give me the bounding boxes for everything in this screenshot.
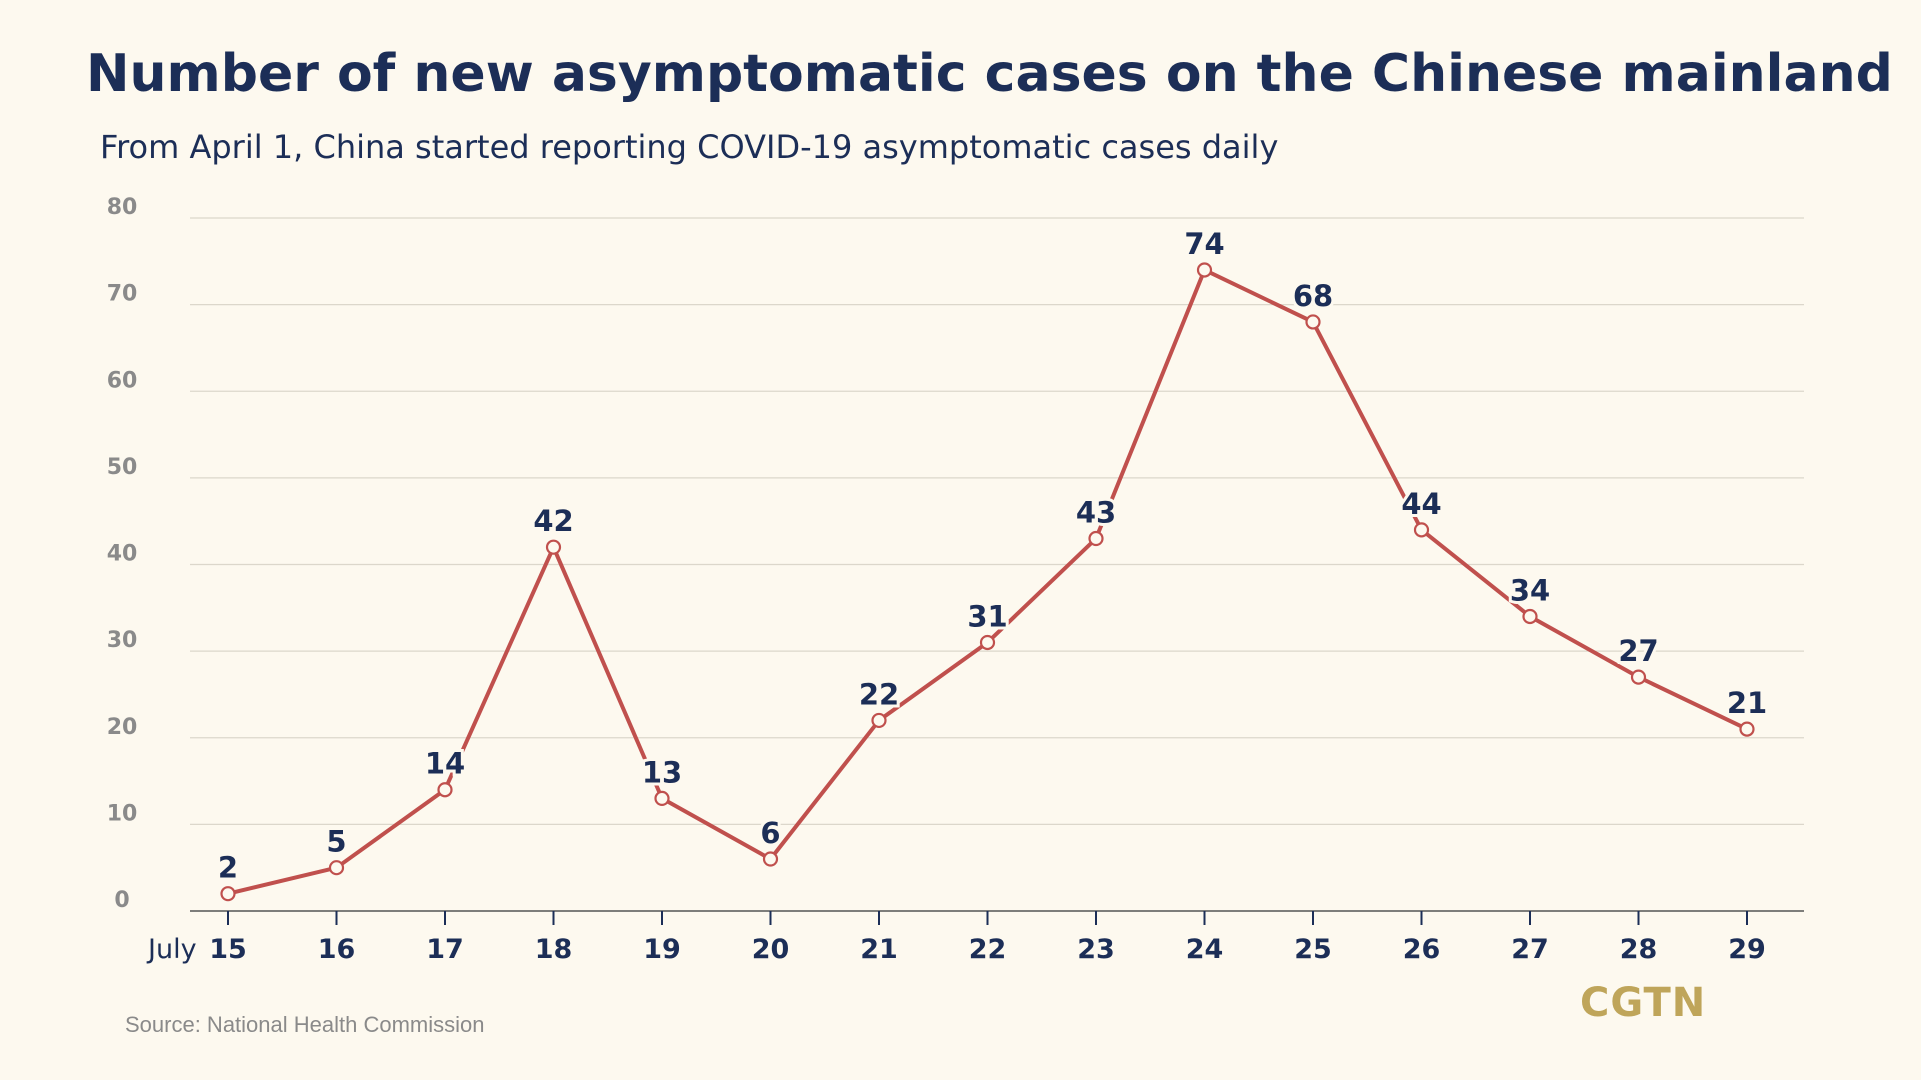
data-label: 31 — [967, 599, 1007, 633]
data-label: 21 — [1727, 686, 1767, 720]
cgtn-logo: CGTN — [1580, 980, 1707, 1026]
data-label: 5 — [326, 825, 346, 859]
data-point — [1305, 314, 1321, 330]
data-point — [1522, 608, 1538, 625]
data-label: 22 — [859, 677, 899, 711]
y-tick-label: 10 — [107, 801, 138, 826]
x-tick-label: 17 — [426, 934, 464, 965]
x-tick-label: 26 — [1403, 934, 1441, 965]
y-tick-label: 40 — [107, 542, 138, 567]
y-tick-label: 20 — [107, 715, 138, 740]
data-label: 42 — [533, 504, 573, 538]
data-point — [1739, 721, 1755, 737]
x-tick-label: 25 — [1294, 934, 1332, 965]
data-point — [545, 539, 562, 555]
data-label: 14 — [425, 747, 465, 781]
data-label: 34 — [1510, 573, 1550, 607]
data-point — [1196, 262, 1213, 278]
x-tick-label: 21 — [860, 934, 898, 965]
x-tick-label: 18 — [535, 934, 573, 965]
x-tick-label: 22 — [969, 934, 1007, 965]
x-axis-prefix-label: July — [146, 934, 197, 965]
x-tick-label: 29 — [1728, 934, 1766, 965]
data-label: 13 — [642, 755, 682, 789]
data-point — [762, 851, 779, 867]
x-axis: July 15 16 17 18 19 20 21 22 23 24 25 26 27 28 29 — [146, 910, 1804, 965]
data-point — [1088, 530, 1104, 547]
y-tick-label: 30 — [107, 628, 138, 653]
data-point — [220, 886, 236, 902]
x-tick-label: 27 — [1511, 934, 1549, 965]
data-point — [871, 712, 887, 729]
data-point — [437, 782, 453, 798]
x-tick-label: 20 — [752, 934, 790, 965]
x-tick-label: 16 — [318, 934, 356, 965]
y-tick-label: 50 — [107, 455, 138, 480]
x-tick-label: 24 — [1186, 934, 1224, 965]
y-axis: 0 10 20 30 40 50 60 70 80 — [107, 195, 138, 913]
x-tick-label: 28 — [1620, 934, 1658, 965]
data-label: 44 — [1401, 487, 1441, 521]
data-label: 27 — [1618, 634, 1658, 668]
data-point — [328, 860, 345, 876]
y-tick-label: 70 — [107, 282, 138, 307]
data-point — [979, 634, 996, 651]
y-tick-label: 60 — [107, 368, 138, 393]
chart-title: Number of new asymptomatic cases on the … — [86, 44, 1893, 104]
source-note: Source: National Health Commission — [125, 1012, 485, 1037]
y-tick-label: 80 — [107, 195, 138, 220]
data-label: 2 — [218, 851, 238, 885]
data-label: 43 — [1076, 496, 1116, 530]
y-tick-label: 0 — [114, 888, 129, 913]
grid-lines — [190, 217, 1804, 825]
x-tick-label: 19 — [643, 934, 681, 965]
x-tick-label: 23 — [1077, 934, 1115, 965]
x-tick-label: 15 — [209, 934, 247, 965]
data-point — [1413, 522, 1430, 538]
chart-subtitle: From April 1, China started reporting CO… — [100, 128, 1279, 166]
data-labels: 2 5 14 42 13 6 22 31 43 74 68 44 34 27 21 — [215, 224, 1770, 888]
series-line — [220, 262, 1755, 902]
data-point — [1630, 669, 1647, 685]
data-label: 68 — [1293, 279, 1333, 313]
data-label: 74 — [1184, 227, 1224, 261]
data-label: 6 — [760, 816, 780, 850]
data-point — [654, 790, 670, 806]
